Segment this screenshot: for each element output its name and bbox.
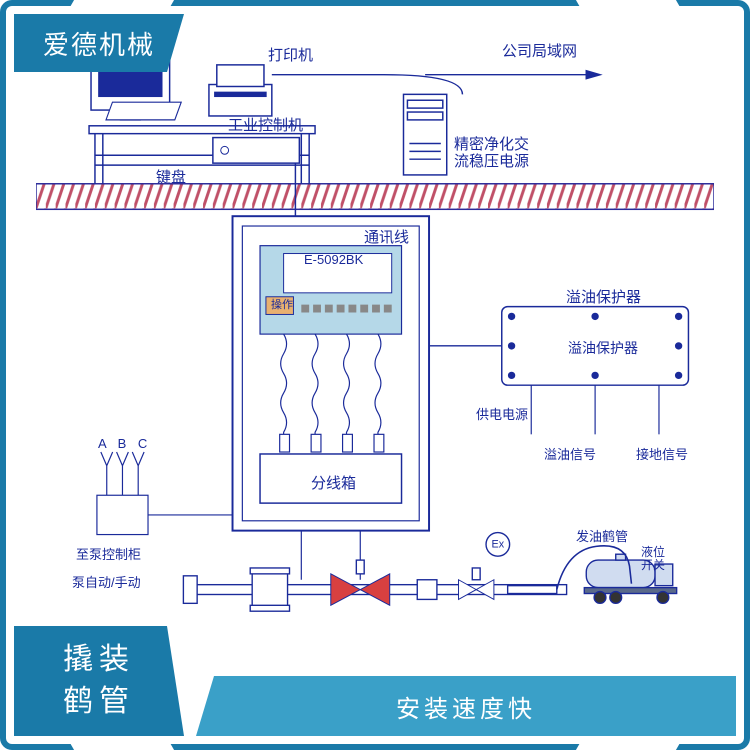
label-arm: 发油鹤管 xyxy=(576,526,628,545)
label-p-gnd: 接地信号 xyxy=(636,444,688,463)
label-p-oil: 溢油信号 xyxy=(544,444,596,463)
product-badge: 撬装 鹤管 xyxy=(14,626,184,736)
label-commline: 通讯线 xyxy=(364,226,409,247)
label-pumppanel: 至泵控制柜 xyxy=(76,544,141,563)
brand-text: 爱德机械 xyxy=(43,25,155,62)
label-level: 液位 开关 xyxy=(641,546,665,572)
diagram-area: Ex 打印机 键盘 工业控制机 公司局域网 精密净化交 流稳压电源 通讯线 E-… xyxy=(36,26,714,654)
label-lan: 公司局域网 xyxy=(502,40,577,61)
tagline-text: 安装速度快 xyxy=(396,689,536,724)
product-l2: 鹤管 xyxy=(63,681,135,723)
label-op: 操作 xyxy=(271,296,293,312)
label-abc: A B C xyxy=(98,436,151,451)
notch xyxy=(576,0,692,28)
label-prot-body: 溢油保护器 xyxy=(568,338,638,358)
tagline-badge: 安装速度快 xyxy=(196,676,736,736)
ad-frame: Ex 打印机 键盘 工业控制机 公司局域网 精密净化交 流稳压电源 通讯线 E-… xyxy=(0,0,750,750)
label-power: 精密净化交 流稳压电源 xyxy=(454,136,529,171)
label-printer: 打印机 xyxy=(268,44,313,65)
label-junction: 分线箱 xyxy=(311,472,356,493)
label-prot-title: 溢油保护器 xyxy=(566,286,641,307)
label-pumpmode: 泵自动/手动 xyxy=(72,572,141,591)
label-model: E-5092BK xyxy=(304,252,363,267)
product-l1: 撬装 xyxy=(63,639,135,681)
label-ipc: 工业控制机 xyxy=(228,114,303,135)
svg-text:Ex: Ex xyxy=(492,538,505,550)
label-keyboard: 键盘 xyxy=(156,166,186,187)
label-p-power: 供电电源 xyxy=(476,404,528,423)
brand-badge: 爱德机械 xyxy=(14,14,184,72)
